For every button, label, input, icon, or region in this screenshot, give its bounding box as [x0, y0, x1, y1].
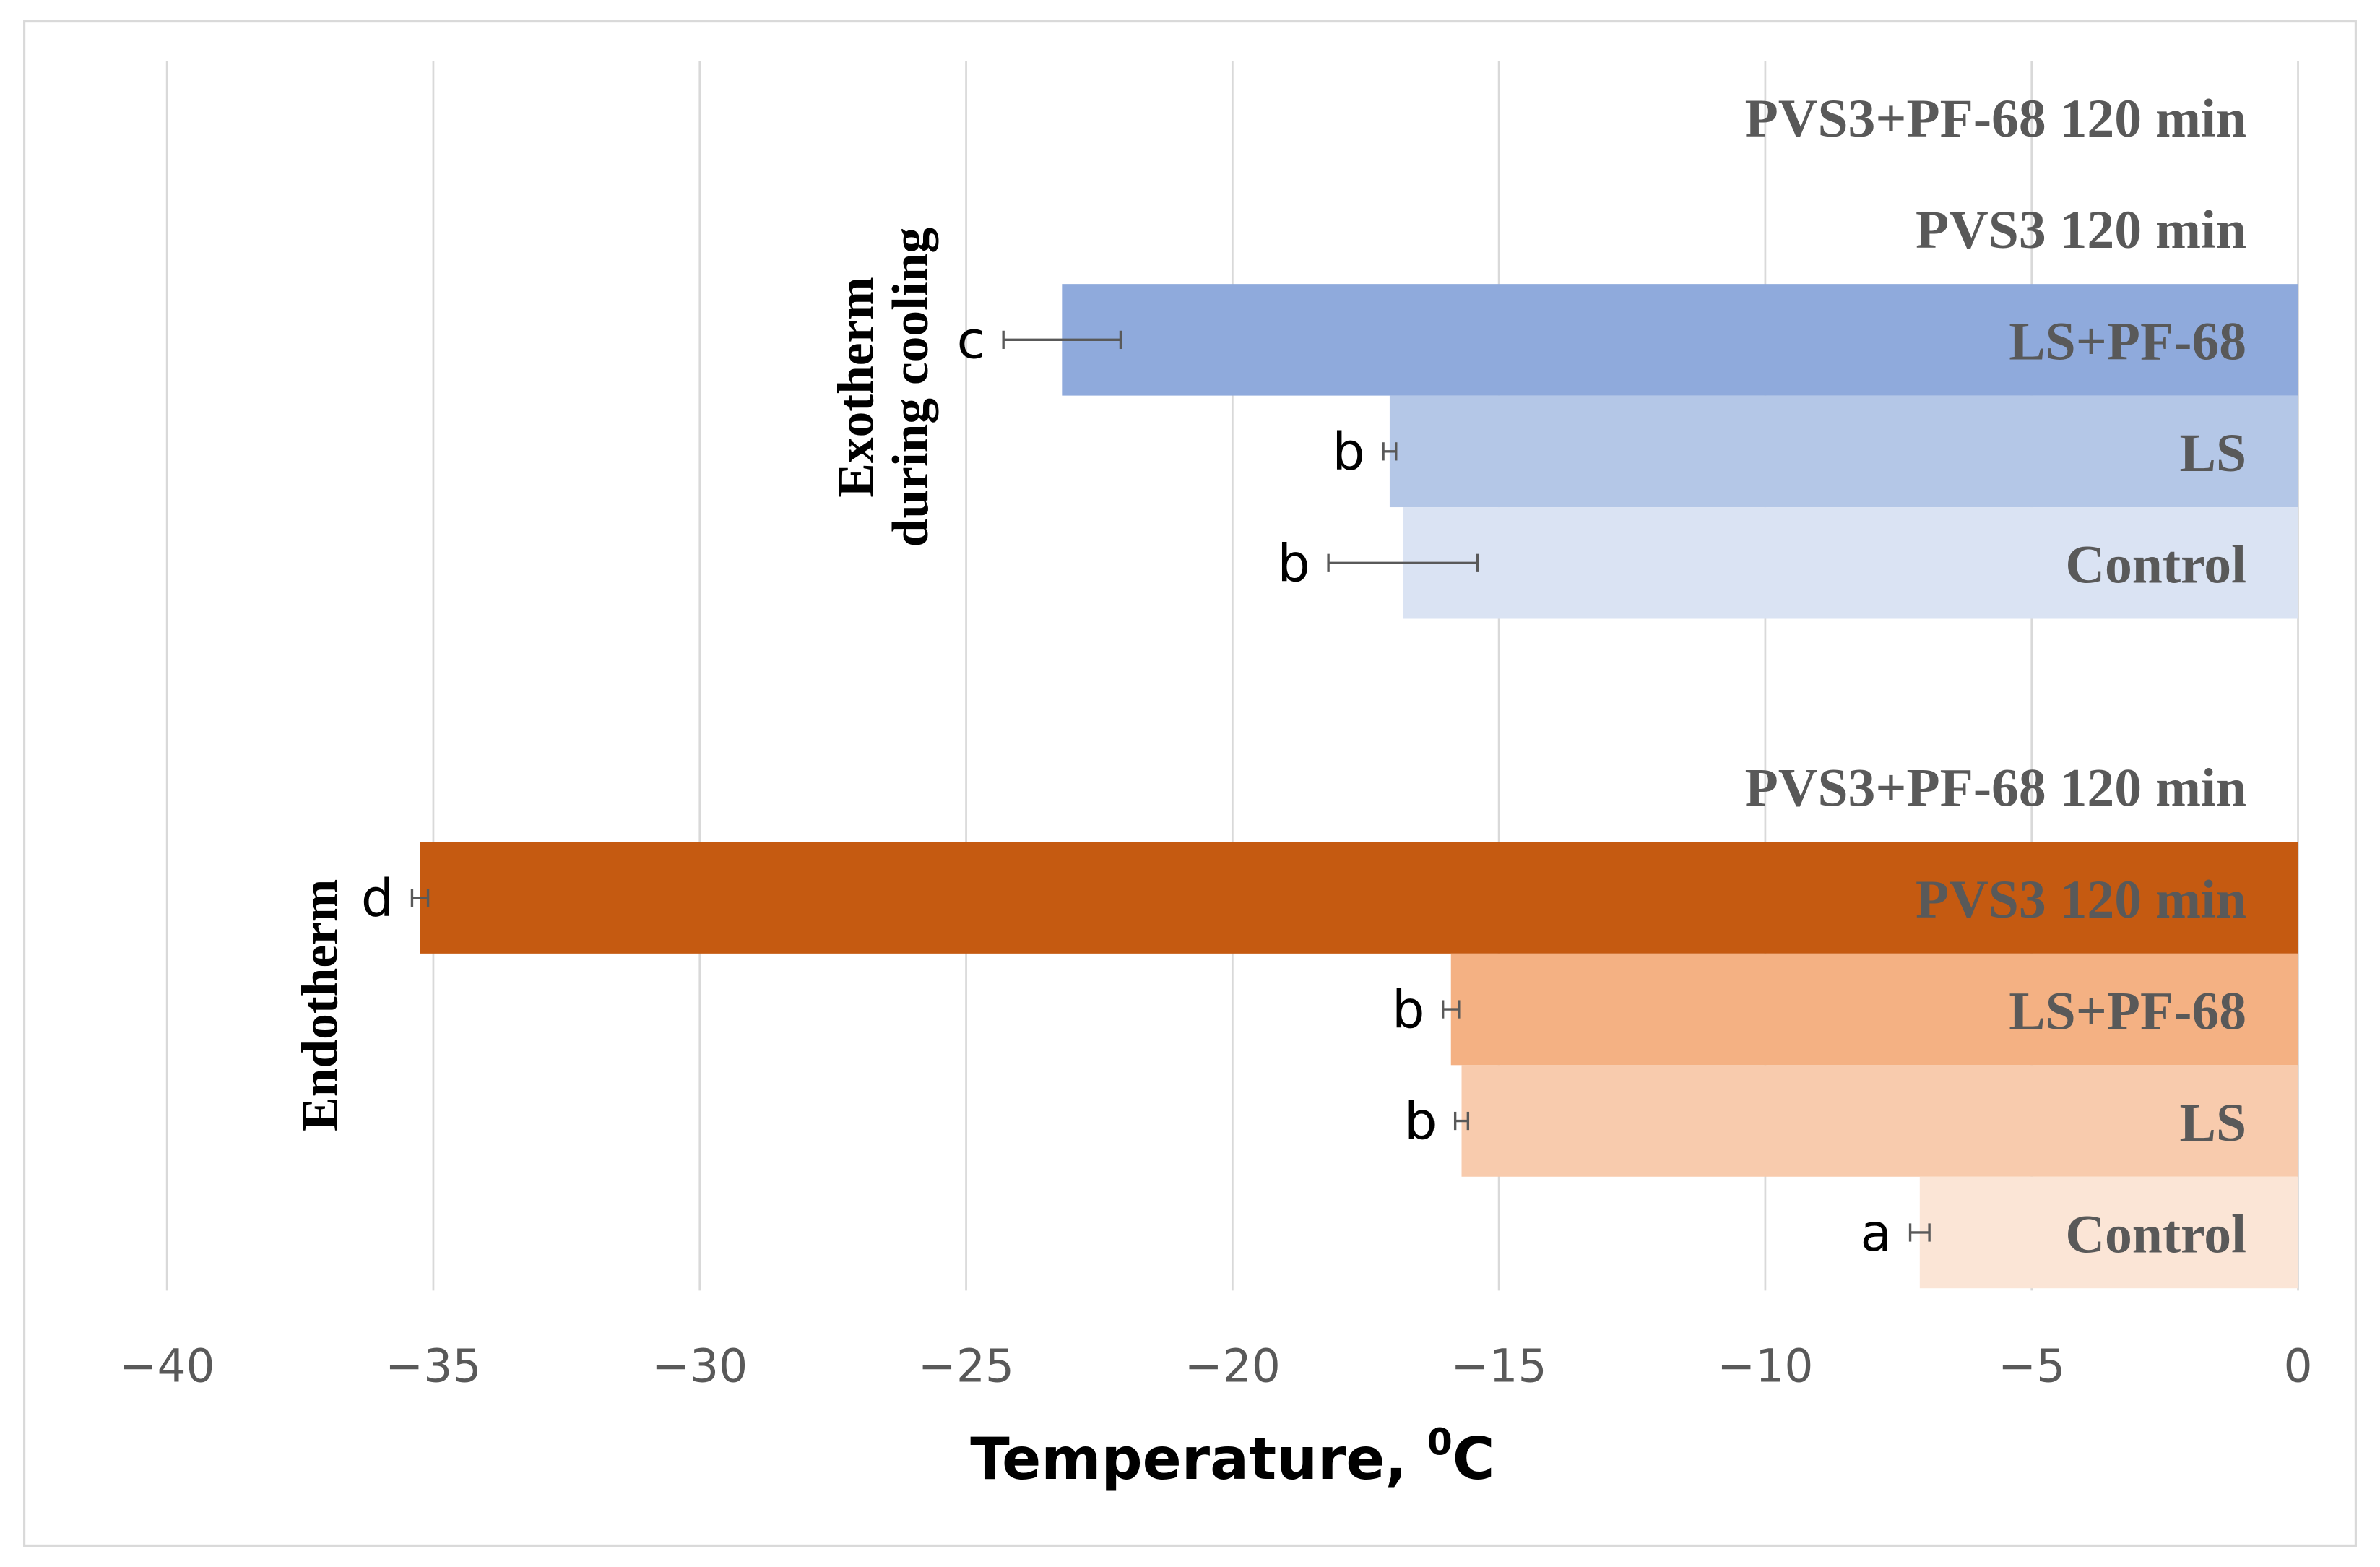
category-label: LS+PF-68: [2009, 981, 2246, 1041]
bar: [1062, 284, 2298, 396]
bar: [1389, 395, 2298, 508]
x-tick-label: −40: [119, 1339, 215, 1392]
x-axis-title: Temperature, 0C: [970, 1420, 1494, 1493]
bar: [1403, 507, 2298, 619]
category-label: LS: [2180, 423, 2247, 483]
group-label-line: during cooling: [882, 227, 939, 547]
bar: [420, 842, 2298, 954]
significance-letter: a: [1861, 1203, 1892, 1263]
x-tick-label: −25: [918, 1339, 1014, 1392]
category-label: PVS3+PF-68 120 min: [1745, 89, 2246, 149]
x-tick-label: 0: [2283, 1339, 2312, 1392]
significance-letter: b: [1404, 1092, 1437, 1152]
bar: [1461, 1065, 2298, 1177]
significance-letter: c: [957, 311, 985, 371]
significance-letter: b: [1278, 533, 1310, 593]
group-label-exotherm: Exothermduring cooling: [827, 227, 939, 547]
significance-letter: d: [361, 868, 394, 928]
group-labels: Exothermduring cooling Endotherm: [292, 227, 939, 1131]
category-label: LS+PF-68: [2009, 312, 2246, 372]
x-tick-label: −20: [1185, 1339, 1281, 1392]
group-label-endotherm: Endotherm: [292, 879, 349, 1131]
x-tick-label: −15: [1451, 1339, 1547, 1392]
category-label: LS: [2180, 1093, 2247, 1153]
bar: [1919, 1176, 2298, 1289]
x-tick-label: −10: [1717, 1339, 1813, 1392]
category-label: PVS3+PF-68 120 min: [1745, 758, 2246, 818]
category-label: Control: [2065, 535, 2246, 595]
bars: PVS3+PF-68 120 min PVS3 120 min c LS+PF-68 b…: [361, 89, 2298, 1289]
x-tick-label: −5: [1998, 1339, 2065, 1392]
category-label: PVS3 120 min: [1916, 200, 2246, 260]
category-label: PVS3 120 min: [1916, 870, 2246, 930]
group-label-line: Exotherm: [827, 277, 884, 498]
chart-frame: [23, 20, 2357, 1547]
x-tick-labels: −40 −35 −30 −25 −20 −15 −10 −5 0: [119, 1339, 2313, 1392]
bar: [1450, 953, 2298, 1066]
significance-letter: b: [1333, 422, 1365, 482]
significance-letter: b: [1392, 980, 1424, 1040]
x-tick-label: −30: [652, 1339, 748, 1392]
x-tick-label: −35: [385, 1339, 481, 1392]
category-label: Control: [2065, 1204, 2246, 1264]
